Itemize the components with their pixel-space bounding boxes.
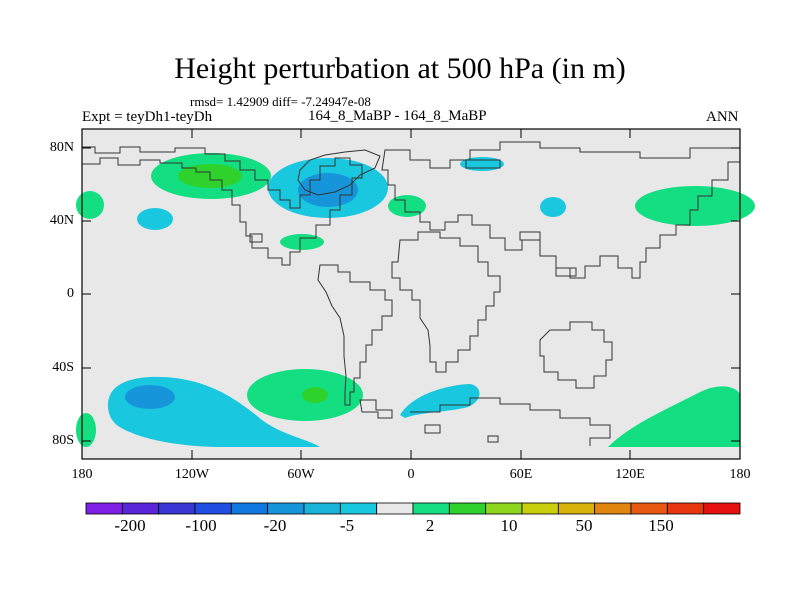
- case-label: 164_8_MaBP - 164_8_MaBP: [308, 108, 487, 124]
- contour-neg-north-small: [460, 157, 504, 171]
- colorbar-box: [666, 502, 705, 515]
- colorbar-box: [448, 502, 487, 515]
- x-tick-label-60w: 60W: [287, 467, 315, 482]
- coastline-greenland: [297, 149, 381, 196]
- colorbar-box: [230, 502, 269, 515]
- colorbar-label: 150: [648, 516, 674, 535]
- stats-label: rmsd= 1.42909 diff= -7.24947e-08: [190, 94, 371, 109]
- colorbar-label: 10: [500, 516, 518, 535]
- colorbar-box: [158, 502, 196, 515]
- y-tick-label-40s: 40S: [52, 360, 74, 375]
- contour-pos-east-asia: [635, 186, 755, 226]
- x-tick-label-60e: 60E: [509, 467, 533, 482]
- colorbar-box: [703, 502, 741, 515]
- contour-neg-north-core: [298, 173, 358, 207]
- contour-pos-south-atlantic-core: [302, 387, 328, 403]
- map-title: Height perturbation at 500 hPa (in m): [174, 52, 626, 85]
- colorbar-label: -100: [185, 516, 217, 535]
- contour-neg-south-pacific-core: [125, 385, 175, 409]
- x-tick-label-0: 0: [407, 467, 415, 482]
- colorbar-box: [412, 502, 450, 515]
- x-tick-label-180w: 180: [71, 467, 93, 482]
- y-tick-label-80n: 80N: [49, 140, 74, 155]
- colorbar-box: [376, 502, 414, 515]
- contour-pos-southwest-edge: [76, 413, 96, 447]
- colorbar-box: [485, 502, 523, 515]
- coastline-eurasia: [381, 141, 741, 279]
- coastline-antarctica-east: [410, 397, 611, 446]
- coastline-australia: [539, 321, 613, 389]
- y-tick-label-80s: 80S: [52, 433, 74, 448]
- contour-neg-asia: [540, 197, 566, 217]
- coastline-antarctic-peninsula: [359, 399, 393, 419]
- x-tick-label-120e: 120E: [615, 467, 645, 482]
- contour-neg-pacific: [137, 208, 173, 230]
- colorbar-box: [303, 502, 341, 515]
- y-tick-label-40n: 40N: [49, 213, 74, 228]
- coastline-north-america: [82, 146, 363, 266]
- x-tick-label-120w: 120W: [174, 467, 210, 482]
- contour-pos-midlat-small: [280, 234, 324, 250]
- x-tick-label-180e: 180: [729, 467, 751, 482]
- contour-pos-south-pacific-east: [608, 386, 740, 447]
- experiment-label: Expt = teyDh1-teyDh: [82, 109, 213, 125]
- colorbar-box: [630, 502, 668, 515]
- coastlines: [82, 141, 741, 446]
- colorbar-box: [339, 502, 378, 515]
- coastline-islands-north: [249, 159, 577, 277]
- colorbar-label: 2: [425, 516, 435, 535]
- colorbar-box: [121, 502, 160, 515]
- colorbar-box: [557, 502, 596, 515]
- colorbar-box: [594, 502, 632, 515]
- colorbar-box: [194, 502, 232, 515]
- colorbar-box: [521, 502, 559, 515]
- y-tick-label-0: 0: [67, 286, 74, 301]
- colorbar: [85, 502, 741, 515]
- contour-fields: [76, 153, 755, 447]
- contour-neg-south-africa: [400, 384, 480, 418]
- axis-ticks: [81, 129, 741, 459]
- colorbar-label: -200: [114, 516, 146, 535]
- colorbar-label: -20: [263, 516, 287, 535]
- colorbar-box: [85, 502, 123, 515]
- season-label: ANN: [706, 109, 739, 125]
- colorbar-label: -5: [339, 516, 355, 535]
- coastline-small-islands-south: [424, 424, 499, 443]
- contour-pos-west-edge: [76, 191, 104, 219]
- coastline-south-america: [317, 264, 393, 406]
- colorbar-label: 50: [575, 516, 593, 535]
- colorbar-box: [267, 502, 305, 515]
- coastline-africa: [391, 231, 501, 373]
